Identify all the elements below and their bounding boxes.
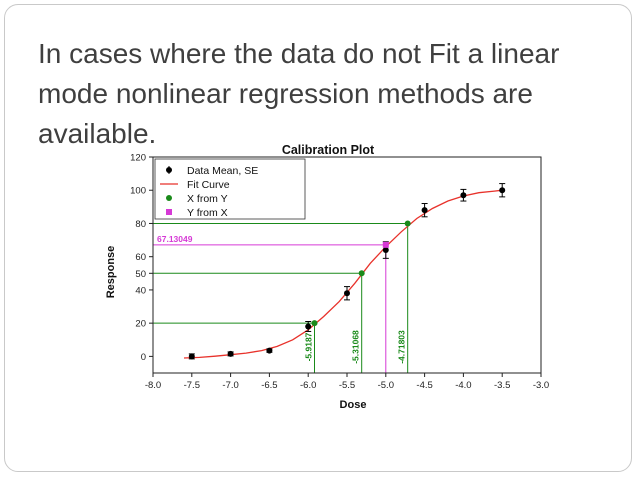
x-tick-label: -7.5 (184, 380, 200, 391)
y-tick-label: 40 (135, 285, 146, 296)
data-point (421, 207, 428, 214)
x-tick-label: -5.5 (339, 380, 355, 391)
y-from-x-value-label: 67.13049 (157, 234, 193, 244)
y-tick-label: 20 (135, 319, 146, 330)
y-from-x-point (382, 241, 389, 248)
x-from-y-value-label: -5.31068 (351, 330, 361, 364)
x-tick-label: -4.5 (416, 380, 432, 391)
data-point (344, 290, 350, 297)
y-tick-label: 0 (141, 352, 146, 363)
data-point (305, 323, 312, 330)
x-tick-label: -6.5 (261, 380, 277, 391)
x-tick-label: -6.0 (300, 380, 316, 391)
data-point (266, 347, 273, 354)
slide-frame (4, 4, 632, 472)
y-tick-label: 100 (130, 186, 146, 197)
x-tick-label: -5.0 (378, 380, 394, 391)
data-points-layer (188, 183, 506, 360)
x-from-y-value-label: -4.71803 (397, 330, 407, 364)
data-point (188, 353, 195, 360)
legend-entry-label: Data Mean, SE (187, 165, 258, 177)
y-tick-label: 50 (135, 269, 146, 280)
x-from-y-point (311, 320, 318, 327)
x-tick-label: -3.5 (494, 380, 510, 391)
x-from-y-value-label: -5.9187 (304, 332, 314, 361)
x-axis-label: Dose (340, 399, 367, 411)
y-axis-label: Response (105, 246, 117, 299)
x-tick-label: -8.0 (145, 380, 161, 391)
data-point (499, 187, 506, 194)
x-tick-label: -4.0 (455, 380, 471, 391)
data-point (460, 192, 467, 199)
legend-entry-label: Fit Curve (187, 179, 230, 191)
y-tick-label: 120 (130, 153, 146, 164)
legend-entry-label: Y from X (187, 207, 228, 219)
x-from-y-point (404, 220, 411, 227)
legend-entry-label: X from Y (187, 193, 228, 205)
data-point (382, 247, 389, 254)
x-tick-label: -3.0 (533, 380, 549, 391)
data-point (227, 350, 234, 357)
y-tick-label: 80 (135, 219, 146, 230)
chart-title: Calibration Plot (282, 143, 375, 157)
y-tick-label: 60 (135, 252, 146, 263)
legend: Data Mean, SE Fit Curve X from Y Y from X (154, 158, 306, 220)
axis-ticks: -8.0 -7.5 -7.0 -6.5 -6.0 -5.5 -5.0 -4.5 -4.0 -3.5… (130, 153, 549, 392)
legend-y-from-x-icon (166, 209, 172, 215)
legend-data-icon (166, 167, 172, 173)
legend-box (154, 158, 306, 220)
legend-x-from-y-icon (166, 195, 172, 201)
guide-lines: -5.9187 -5.31068 -4.71803 67.13049 (153, 222, 409, 373)
slide-heading: In cases where the data do not Fit a lin… (38, 38, 560, 149)
x-tick-label: -7.0 (222, 380, 238, 391)
x-from-y-point (358, 270, 365, 277)
